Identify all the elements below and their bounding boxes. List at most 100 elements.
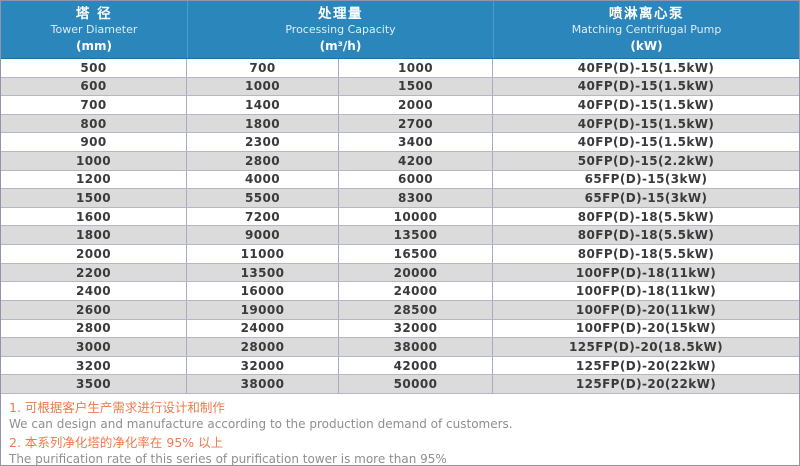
table-header: 塔 径 Tower Diameter (mm) 处理量 Processing C… (1, 1, 799, 59)
cell-capacity-max: 3400 (339, 133, 493, 152)
cell-capacity-min: 1800 (187, 114, 339, 133)
cell-capacity-max: 32000 (339, 319, 493, 338)
cell-capacity-min: 38000 (187, 375, 339, 393)
cell-pump-model: 125FP(D)-20(22kW) (575, 377, 717, 392)
cell-tower-diameter: 2000 (1, 245, 187, 263)
cell-capacity-max: 16500 (339, 245, 493, 263)
cell-tower-diameter: 1500 (1, 189, 187, 207)
cell-capacity-max: 1000 (339, 59, 493, 77)
header-processing-capacity-unit: (m³/h) (319, 39, 362, 53)
cell-capacity-max: 8300 (339, 189, 493, 207)
cell-capacity-max: 24000 (339, 282, 493, 300)
cell-tower-diameter: 1000 (1, 152, 187, 170)
cell-pump-model: 100FP(D)-18(11kW) (575, 284, 717, 299)
cell-tower-diameter: 900 (1, 133, 187, 152)
table-row: 800 1800 2700 40FP(D)-15(1.5kW) (1, 114, 799, 134)
cell-capacity-max: 4200 (339, 152, 493, 170)
notes-section: 1. 可根据客户生产需求进行设计和制作 We can design and ma… (1, 394, 799, 466)
table-row: 700 1400 2000 40FP(D)-15(1.5kW) (1, 96, 799, 115)
table-row: 2400 16000 24000 100FP(D)-18(11kW) (1, 282, 799, 301)
header-tower-diameter-unit: (mm) (76, 39, 112, 53)
table-row: 500 700 1000 40FP(D)-15(1.5kW) (1, 59, 799, 78)
table-row: 2000 11000 16500 80FP(D)-18(5.5kW) (1, 245, 799, 264)
cell-pump-model: 50FP(D)-15(2.2kW) (577, 153, 715, 168)
cell-capacity-min: 1000 (187, 77, 339, 96)
table-row: 3500 38000 50000 125FP(D)-20(22kW) (1, 375, 799, 394)
table-row: 1800 9000 13500 80FP(D)-18(5.5kW) (1, 226, 799, 246)
cell-capacity-max: 28500 (339, 300, 493, 319)
header-centrifugal-pump-cn: 喷淋离心泵 (609, 6, 684, 22)
cell-tower-diameter: 600 (1, 77, 187, 96)
cell-tower-diameter: 3500 (1, 375, 187, 393)
cell-tower-diameter: 800 (1, 114, 187, 133)
cell-pump-model: 40FP(D)-15(1.5kW) (577, 79, 715, 94)
cell-capacity-max: 13500 (339, 226, 493, 245)
cell-pump-model: 40FP(D)-15(1.5kW) (577, 135, 715, 150)
header-processing-capacity-cn: 处理量 (318, 6, 363, 22)
cell-capacity-min: 13500 (187, 263, 339, 282)
cell-capacity-min: 28000 (187, 338, 339, 356)
cell-capacity-max: 42000 (339, 356, 493, 375)
cell-pump-model: 100FP(D)-20(15kW) (575, 321, 717, 336)
cell-capacity-max: 1500 (339, 77, 493, 96)
cell-capacity-max: 20000 (339, 263, 493, 282)
table-row: 1600 7200 10000 80FP(D)-18(5.5kW) (1, 207, 799, 227)
cell-pump-model: 100FP(D)-18(11kW) (575, 265, 717, 280)
cell-capacity-min: 24000 (187, 319, 339, 338)
cell-capacity-min: 7200 (187, 207, 339, 226)
header-tower-diameter: 塔 径 Tower Diameter (mm) (1, 1, 187, 58)
header-centrifugal-pump: 喷淋离心泵 Matching Centrifugal Pump (kW) (493, 1, 799, 58)
cell-capacity-max: 6000 (339, 170, 493, 189)
table-row: 600 1000 1500 40FP(D)-15(1.5kW) (1, 77, 799, 97)
cell-pump-model: 125FP(D)-20(22kW) (575, 358, 717, 373)
cell-capacity-min: 11000 (187, 245, 339, 263)
table-row: 2600 19000 28500 100FP(D)-20(11kW) (1, 300, 799, 320)
cell-capacity-min: 1400 (187, 96, 339, 114)
header-centrifugal-pump-unit: (kW) (630, 39, 663, 53)
cell-capacity-min: 700 (187, 59, 339, 77)
cell-tower-diameter: 1800 (1, 226, 187, 245)
cell-tower-diameter: 2400 (1, 282, 187, 300)
header-tower-diameter-en: Tower Diameter (50, 23, 138, 36)
table-row: 2200 13500 20000 100FP(D)-18(11kW) (1, 263, 799, 283)
cell-pump-model: 80FP(D)-18(5.5kW) (577, 209, 715, 224)
table-row: 900 2300 3400 40FP(D)-15(1.5kW) (1, 133, 799, 153)
cell-pump-model: 125FP(D)-20(18.5kW) (568, 339, 724, 354)
cell-capacity-min: 19000 (187, 300, 339, 319)
note-1-chinese: 1. 可根据客户生产需求进行设计和制作 (9, 400, 225, 415)
cell-capacity-min: 5500 (187, 189, 339, 207)
cell-tower-diameter: 500 (1, 59, 187, 77)
cell-pump-model: 40FP(D)-15(1.5kW) (577, 60, 715, 75)
cell-capacity-max: 10000 (339, 207, 493, 226)
table-row: 1500 5500 8300 65FP(D)-15(3kW) (1, 189, 799, 208)
cell-capacity-min: 4000 (187, 170, 339, 189)
cell-tower-diameter: 3200 (1, 356, 187, 375)
cell-pump-model: 65FP(D)-15(3kW) (584, 172, 708, 187)
cell-pump-model: 40FP(D)-15(1.5kW) (577, 98, 715, 113)
cell-tower-diameter: 2600 (1, 300, 187, 319)
cell-capacity-min: 9000 (187, 226, 339, 245)
cell-tower-diameter: 700 (1, 96, 187, 114)
cell-capacity-max: 2000 (339, 96, 493, 114)
cell-capacity-min: 16000 (187, 282, 339, 300)
cell-pump-model: 80FP(D)-18(5.5kW) (577, 228, 715, 243)
note-2-chinese: 2. 本系列净化塔的净化率在 95% 以上 (9, 435, 224, 450)
table-body: 500 700 1000 40FP(D)-15(1.5kW) 600 1000 … (1, 59, 799, 394)
cell-tower-diameter: 3000 (1, 338, 187, 356)
cell-pump-model: 40FP(D)-15(1.5kW) (577, 116, 715, 131)
cell-tower-diameter: 1600 (1, 207, 187, 226)
header-processing-capacity: 处理量 Processing Capacity (m³/h) (187, 1, 493, 58)
header-tower-diameter-cn: 塔 径 (75, 6, 113, 22)
table-row: 3000 28000 38000 125FP(D)-20(18.5kW) (1, 338, 799, 357)
note-2-english: The purification rate of this series of … (9, 452, 447, 466)
cell-capacity-max: 2700 (339, 114, 493, 133)
cell-pump-model: 80FP(D)-18(5.5kW) (577, 246, 715, 261)
cell-capacity-min: 2300 (187, 133, 339, 152)
cell-tower-diameter: 2200 (1, 263, 187, 282)
table-row: 3200 32000 42000 125FP(D)-20(22kW) (1, 356, 799, 376)
cell-pump-model: 65FP(D)-15(3kW) (584, 191, 708, 206)
header-centrifugal-pump-en: Matching Centrifugal Pump (571, 23, 722, 36)
cell-capacity-min: 32000 (187, 356, 339, 375)
cell-tower-diameter: 1200 (1, 170, 187, 189)
table-row: 1200 4000 6000 65FP(D)-15(3kW) (1, 170, 799, 190)
